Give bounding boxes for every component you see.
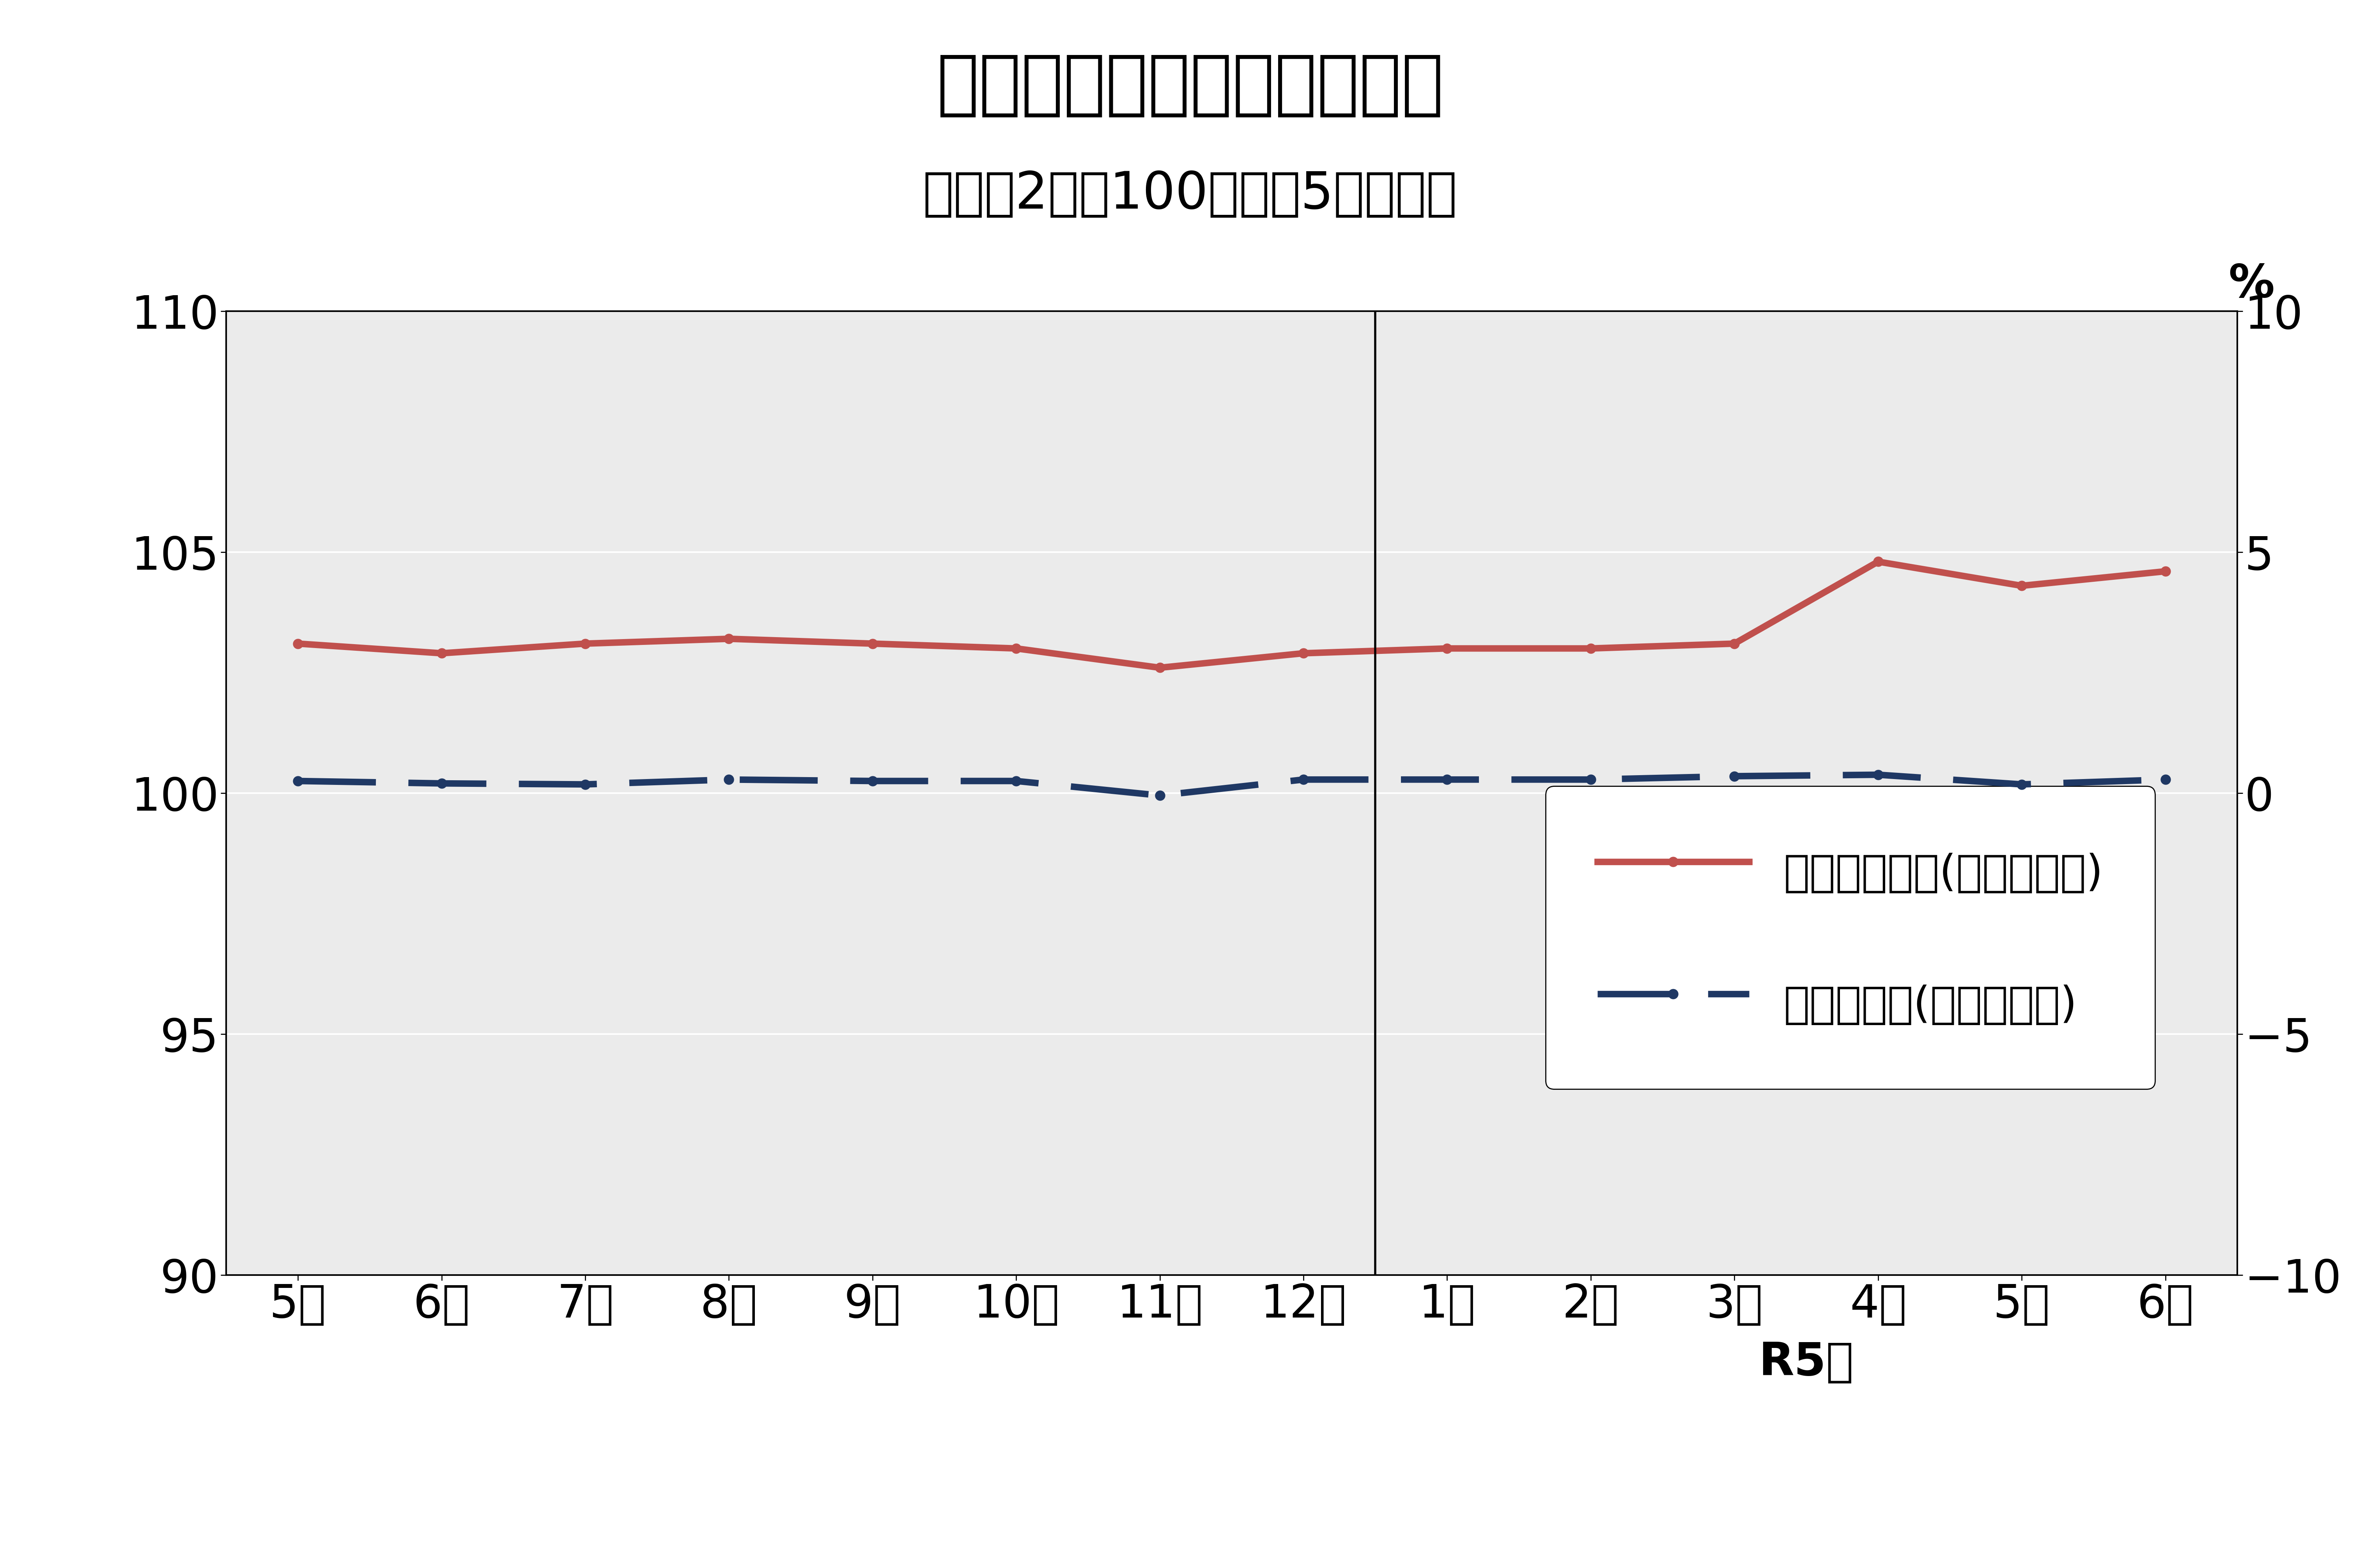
Text: %: % — [2228, 263, 2275, 306]
Text: 常用雇用指数、前年同月比: 常用雇用指数、前年同月比 — [935, 51, 1445, 120]
Text: （令和2年＝100、規模5人以上）: （令和2年＝100、規模5人以上） — [923, 169, 1457, 219]
Legend: 常用雇用指数(調査産業計), 調査産業計(前年同月比): 常用雇用指数(調査産業計), 調査産業計(前年同月比) — [1545, 787, 2156, 1088]
Text: R5年: R5年 — [1759, 1340, 1854, 1386]
